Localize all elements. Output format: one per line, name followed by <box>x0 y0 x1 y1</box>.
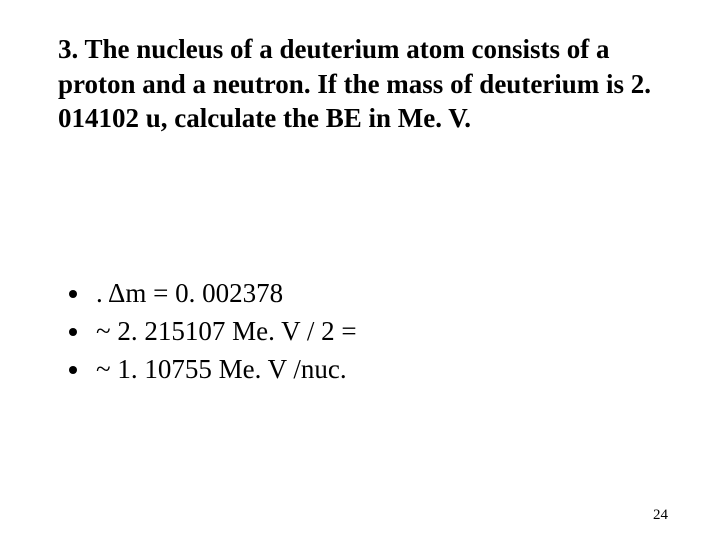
list-item: ~ 1. 10755 Me. V /nuc. <box>92 350 662 388</box>
question-paragraph: 3. The nucleus of a deuterium atom consi… <box>58 32 662 136</box>
page-number: 24 <box>653 507 668 524</box>
answer-bullet-list: . Δm = 0. 002378 ~ 2. 215107 Me. V / 2 =… <box>58 274 662 389</box>
list-item: . Δm = 0. 002378 <box>92 274 662 312</box>
list-item: ~ 2. 215107 Me. V / 2 = <box>92 312 662 350</box>
